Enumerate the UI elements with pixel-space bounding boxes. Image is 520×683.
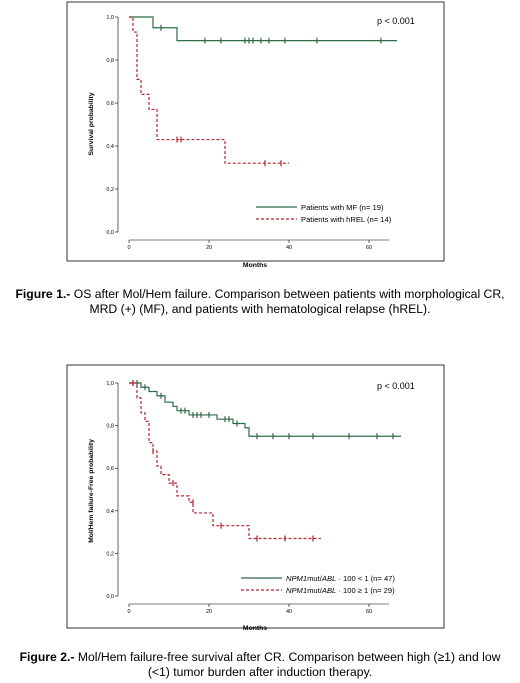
- km-curve-a: [129, 382, 401, 437]
- km-curve-b: [129, 16, 289, 164]
- legend-label-hrel: Patients with hREL (n= 14): [301, 215, 392, 224]
- km-curve-a: [129, 16, 397, 42]
- legend-label-mf: Patients with MF (n= 19): [301, 203, 384, 212]
- y-tick-label: 0,0: [106, 594, 114, 600]
- legend: Patients with MF (n= 19) Patients with h…: [256, 203, 392, 224]
- x-tick-label: 40: [286, 609, 292, 615]
- y-axis-ticks: 0,0 0,2 0,4 0,6 0,8 1,0: [106, 381, 119, 600]
- caption-text: OS after Mol/Hem failure. Comparison bet…: [70, 287, 505, 316]
- y-tick-label: 1,0: [106, 15, 114, 21]
- y-axis-label: Survival probability: [88, 92, 95, 155]
- y-tick-label: 0,2: [106, 187, 114, 193]
- x-tick-label: 60: [366, 609, 372, 615]
- x-tick-label: 0: [127, 609, 130, 615]
- y-tick-label: 0,8: [106, 58, 114, 64]
- x-tick-label: 20: [206, 245, 212, 251]
- legend-label-low: NPM1mut/ABL · 100 < 1 (n= 47): [286, 574, 395, 583]
- y-tick-label: 0,4: [106, 144, 114, 150]
- p-value-annotation: p < 0.001: [377, 16, 415, 26]
- figure-1-caption: Figure 1.- OS after Mol/Hem failure. Com…: [10, 287, 510, 317]
- x-axis-label: Months: [243, 262, 267, 269]
- x-axis-label: Months: [243, 625, 267, 632]
- y-tick-label: 0,0: [106, 230, 114, 236]
- legend-label-high: NPM1mut/ABL · 100 ≥ 1 (n= 29): [286, 586, 395, 595]
- caption-text: Mol/Hem failure-free survival after CR. …: [74, 650, 501, 679]
- km-chart-2: 0,0 0,2 0,4 0,6 0,8 1,0 0 20 40 60 Months Mol/He…: [66, 364, 445, 632]
- legend: NPM1mut/ABL · 100 < 1 (n= 47) NPM1mut/AB…: [241, 574, 395, 595]
- km-chart-1: 0,0 0,2 0,4 0,6 0,8 1,0 0 20 40 60 Months Surviv…: [66, 1, 445, 269]
- y-tick-label: 0,4: [106, 509, 114, 515]
- y-tick-label: 0,8: [106, 424, 114, 430]
- y-tick-label: 0,6: [106, 466, 114, 472]
- y-tick-label: 0,2: [106, 551, 114, 557]
- y-axis-label: Mol/Hem failure-Free probability: [88, 439, 95, 543]
- x-tick-label: 20: [206, 609, 212, 615]
- figure-1: 0,0 0,2 0,4 0,6 0,8 1,0 0 20 40 60 Months Surviv…: [0, 0, 520, 330]
- x-tick-label: 60: [366, 245, 372, 251]
- series-group: [129, 380, 401, 542]
- x-axis-ticks: 0 20 40 60: [127, 603, 389, 615]
- caption-label: Figure 1.-: [15, 287, 71, 301]
- series-group: [129, 16, 397, 167]
- p-value-annotation: p < 0.001: [377, 381, 415, 391]
- x-axis-ticks: 0 20 40 60: [127, 239, 389, 251]
- figure-2: 0,0 0,2 0,4 0,6 0,8 1,0 0 20 40 60 Months Mol/He…: [0, 345, 520, 683]
- caption-label: Figure 2.-: [19, 650, 75, 664]
- x-tick-label: 40: [286, 245, 292, 251]
- plot-frame: [66, 1, 445, 262]
- figure-2-caption: Figure 2.- Mol/Hem failure-free survival…: [10, 650, 510, 680]
- km-curve-b: [129, 382, 321, 540]
- plot-frame: [66, 364, 445, 629]
- y-tick-label: 0,6: [106, 101, 114, 107]
- y-tick-label: 1,0: [106, 381, 114, 387]
- y-axis-ticks: 0,0 0,2 0,4 0,6 0,8 1,0: [106, 15, 119, 236]
- x-tick-label: 0: [127, 245, 130, 251]
